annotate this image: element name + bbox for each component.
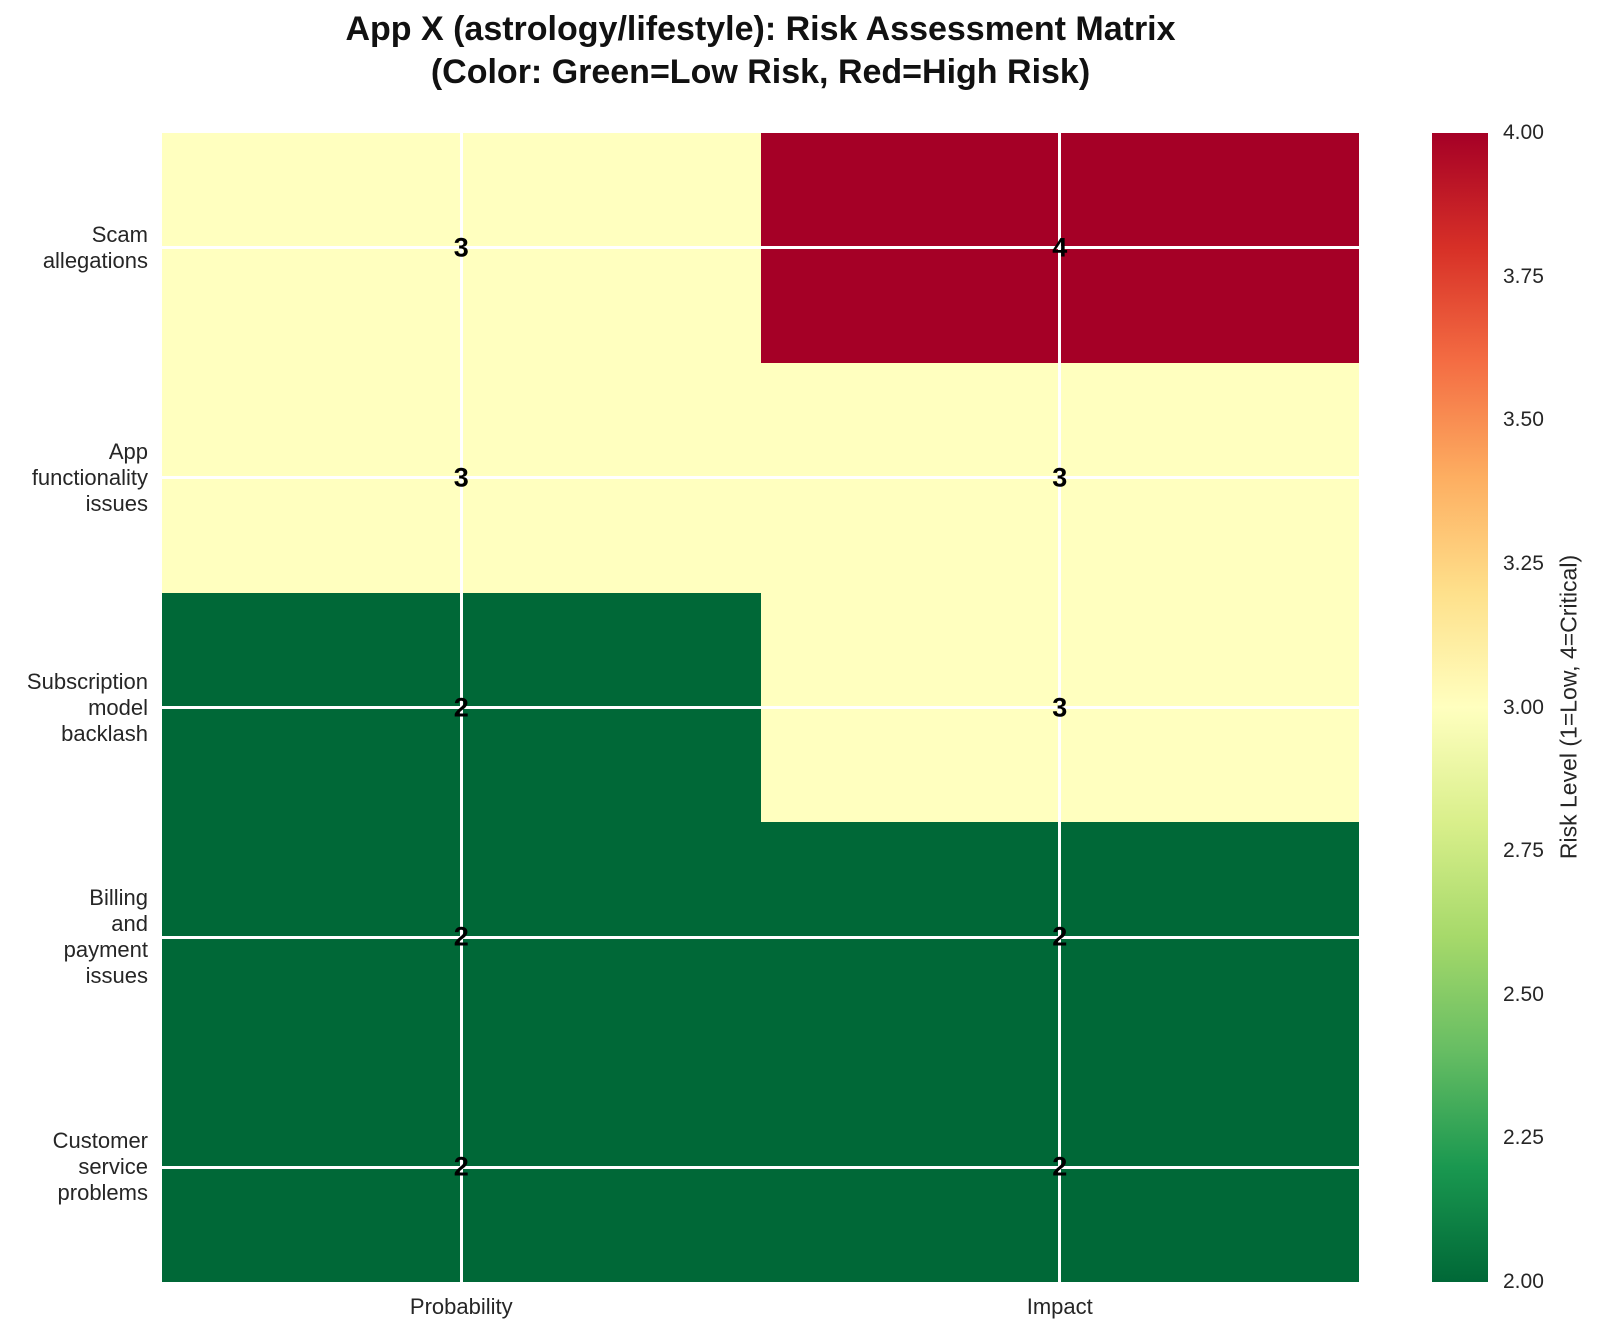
gridline-horizontal <box>162 706 1359 709</box>
x-tick-label: Impact <box>1026 1294 1093 1319</box>
colorbar-tick-label: 3.00 <box>1503 695 1544 719</box>
gridline-horizontal <box>162 935 1359 939</box>
cell-annotation: 2 <box>453 921 469 952</box>
colorbar-axis-label: Risk Level (1=Low, 4=Critical) <box>1555 554 1582 860</box>
cell-annotation: 3 <box>1052 692 1068 722</box>
colorbar-tick-label: 2.50 <box>1503 982 1544 1006</box>
cell-annotation: 2 <box>1052 921 1068 952</box>
colorbar-tick-label: 2.75 <box>1503 839 1544 863</box>
colorbar-gradient <box>1432 133 1488 1282</box>
y-tick-label: Scam allegations <box>42 221 148 273</box>
cell-annotation: 2 <box>453 1151 469 1182</box>
y-tick-label: App functionality issues <box>31 438 148 516</box>
cell-annotation: 2 <box>453 692 469 722</box>
gridline-horizontal <box>162 246 1359 250</box>
heatmap-plot: 3 4 3 3 2 3 2 2 2 2 <box>162 133 1359 1282</box>
colorbar-tick-label: 3.75 <box>1503 264 1544 288</box>
cell-annotation: 2 <box>1052 1151 1068 1182</box>
colorbar-tick-label: 4.00 <box>1503 121 1544 144</box>
colorbar-tick-label: 3.25 <box>1503 551 1544 575</box>
chart-title-line2: (Color: Green=Low Risk, Red=High Risk) <box>430 53 1091 91</box>
gridline-horizontal <box>162 1165 1359 1169</box>
chart-title: App X (astrology/lifestyle): Risk Assess… <box>162 8 1359 94</box>
x-tick-label: Probability <box>409 1294 513 1319</box>
colorbar-tick-label: 3.50 <box>1503 408 1544 432</box>
y-tick-label: Billing and payment issues <box>63 885 148 989</box>
chart-title-line1: App X (astrology/lifestyle): Risk Assess… <box>345 10 1176 48</box>
cell-annotation: 3 <box>453 462 469 493</box>
cell-annotation: 3 <box>453 232 469 263</box>
colorbar-tick-label: 2.00 <box>1503 1270 1544 1293</box>
y-tick-label: Customer service problems <box>52 1128 148 1206</box>
gridline-horizontal <box>162 476 1359 480</box>
cell-annotation: 3 <box>1052 462 1068 493</box>
cell-annotation: 4 <box>1052 232 1068 263</box>
colorbar-tick-label: 2.25 <box>1503 1126 1544 1150</box>
y-tick-label: Subscription model backlash <box>26 668 148 746</box>
